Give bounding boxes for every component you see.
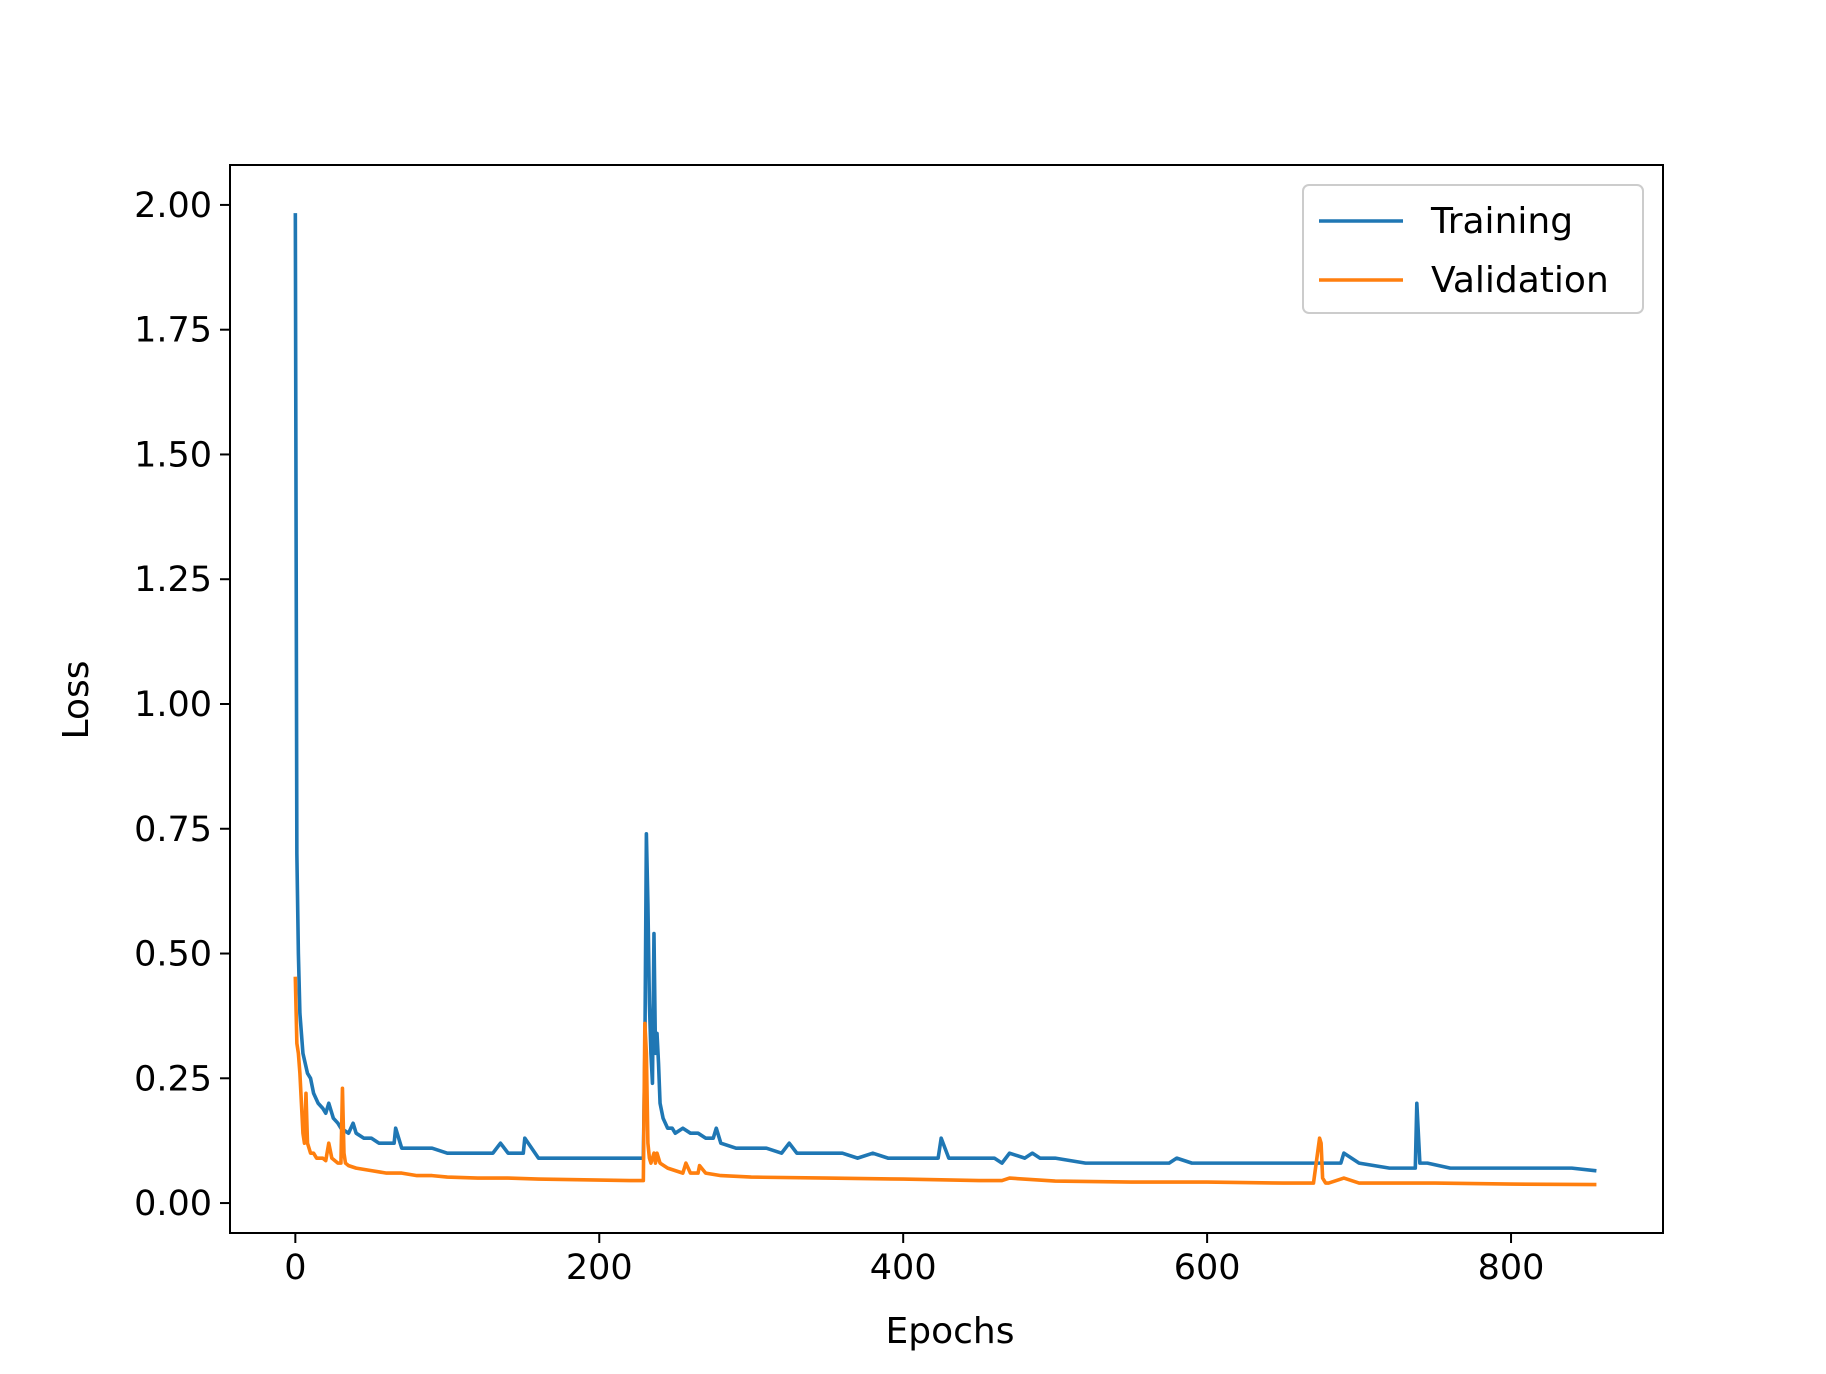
y-tick-label: 1.50: [134, 435, 212, 475]
x-tick-label: 400: [870, 1248, 937, 1288]
series-group: [293, 213, 1597, 1187]
axes-frame: [229, 164, 1664, 1234]
plot-area: [293, 213, 1597, 1187]
y-tick-label: 1.25: [134, 560, 212, 600]
series-line-validation: [293, 976, 1597, 1187]
y-tick-label: 1.75: [134, 311, 212, 351]
axes: 0 200 400 600 800 0.00 0.25 0.50 0.75 1.00 1.25 1.5…: [134, 164, 1664, 1288]
x-tick-label: 600: [1174, 1248, 1241, 1288]
y-tick-label: 1.00: [134, 685, 212, 725]
y-tick-label: 2.00: [134, 186, 212, 226]
legend-label-validation: Validation: [1431, 260, 1609, 301]
legend: Training Validation: [1302, 184, 1644, 314]
x-axis-label: Epochs: [886, 1311, 1015, 1352]
y-tick-label: 0.50: [134, 935, 212, 975]
x-tick-label: 800: [1478, 1248, 1545, 1288]
y-axis-label: Loss: [56, 661, 97, 740]
legend-label-training: Training: [1430, 201, 1573, 242]
y-tick-label: 0.00: [134, 1184, 212, 1224]
series-line-training: [293, 213, 1597, 1173]
x-tick-label: 0: [284, 1248, 306, 1288]
x-tick-label: 200: [566, 1248, 633, 1288]
y-tick-label: 0.25: [134, 1059, 212, 1099]
y-tick-label: 0.75: [134, 810, 212, 850]
